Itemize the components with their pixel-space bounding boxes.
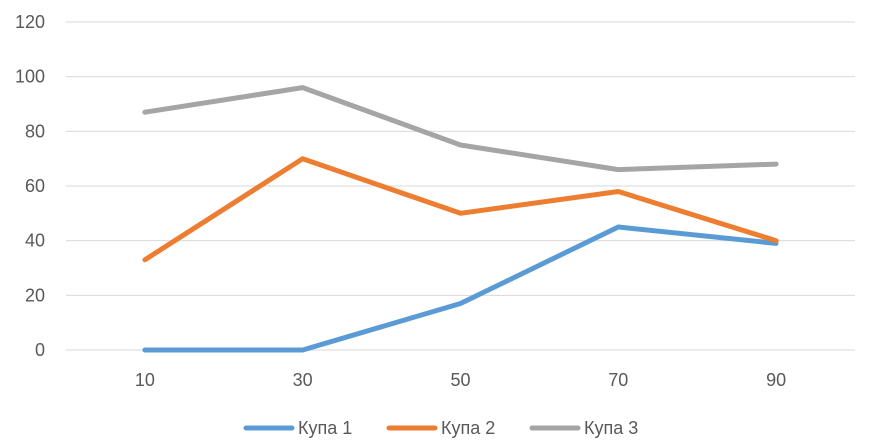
series-line-2 [142,156,779,263]
series-lines [142,85,779,353]
y-tick-label-120: 120 [15,12,45,32]
grid-lines [66,21,855,351]
legend: Купа 1 Купа 2 Купа 3 [243,418,638,438]
y-tick-label-40: 40 [25,231,45,251]
legend-item-3: Купа 3 [529,418,638,438]
y-tick-label-60: 60 [25,176,45,196]
x-tick-label-50: 50 [450,370,470,390]
y-axis-tick-labels: 0 20 40 60 80 100 120 [15,12,45,360]
x-tick-label-10: 10 [135,370,155,390]
legend-item-2: Купа 2 [386,418,495,438]
legend-label-2: Купа 2 [441,418,495,438]
x-tick-label-30: 30 [293,370,313,390]
legend-label-3: Купа 3 [584,418,638,438]
legend-label-1: Купа 1 [298,418,352,438]
y-tick-label-20: 20 [25,285,45,305]
series-line-1 [142,224,779,353]
series-line-3 [142,85,779,173]
x-tick-label-90: 90 [766,370,786,390]
y-tick-label-80: 80 [25,121,45,141]
x-tick-label-70: 70 [608,370,628,390]
y-tick-label-100: 100 [15,67,45,87]
y-tick-label-0: 0 [35,340,45,360]
legend-item-1: Купа 1 [243,418,352,438]
x-axis-tick-labels: 10 30 50 70 90 [135,370,786,390]
